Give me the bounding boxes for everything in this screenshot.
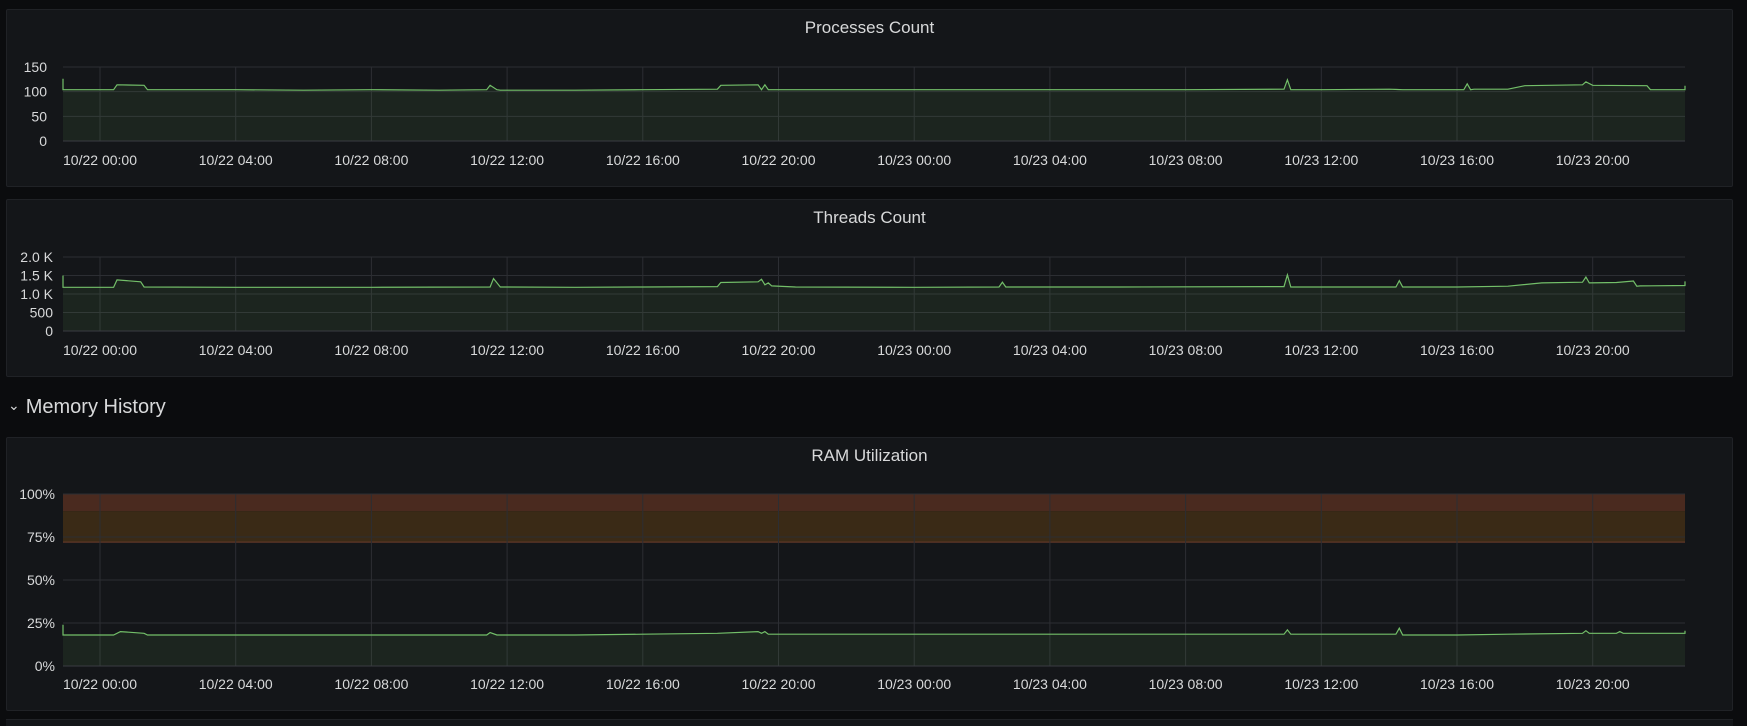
x-tick-label: 10/22 20:00 (742, 152, 816, 168)
x-tick-label: 10/22 20:00 (742, 342, 816, 358)
x-tick-label: 10/23 04:00 (1013, 676, 1087, 692)
panel-title[interactable]: RAM Utilization (811, 446, 928, 465)
x-tick-label: 10/23 00:00 (877, 152, 951, 168)
x-tick-label: 10/23 12:00 (1284, 342, 1358, 358)
processes-count-panel: Processes Count 150 100 50 0 10/22 00:00 10/2… (6, 9, 1733, 187)
x-tick-label: 10/22 12:00 (470, 152, 544, 168)
x-tick-label: 10/23 00:00 (877, 676, 951, 692)
y-tick-label: 100% (19, 486, 55, 502)
x-tick-label: 10/22 04:00 (199, 342, 273, 358)
row-title: Memory History (25, 396, 166, 418)
threshold-band (63, 511, 1685, 543)
y-tick-label: 0 (45, 323, 53, 339)
series-line (62, 77, 1686, 91)
x-tick-label: 10/22 00:00 (63, 342, 137, 358)
x-tick-label: 10/22 08:00 (334, 676, 408, 692)
y-tick-label: 50% (27, 572, 55, 588)
y-tick-label: 1.5 K (20, 268, 53, 284)
ram-utilization-panel: RAM Utilization 100% 75% 50% 25% 0% 10/22 00:… (6, 437, 1733, 711)
series-line (62, 272, 1686, 288)
panel-title[interactable]: Threads Count (813, 208, 926, 227)
x-tick-label: 10/23 20:00 (1556, 152, 1630, 168)
x-tick-label: 10/22 04:00 (199, 676, 273, 692)
x-tick-label: 10/22 16:00 (606, 342, 680, 358)
x-tick-label: 10/23 16:00 (1420, 676, 1494, 692)
y-tick-label: 25% (27, 615, 55, 631)
x-tick-label: 10/23 08:00 (1149, 342, 1223, 358)
threads-count-chart: 2.0 K 1.5 K 1.0 K 500 0 10/22 00:00 10/22 04:0… (20, 249, 1686, 358)
threads-count-panel: Threads Count 2.0 K 1.5 K 1.0 K 500 0 10/22 0… (6, 199, 1733, 377)
x-tick-label: 10/23 04:00 (1013, 152, 1087, 168)
x-tick-label: 10/23 08:00 (1149, 676, 1223, 692)
y-tick-label: 150 (24, 59, 48, 75)
x-tick-label: 10/23 08:00 (1149, 152, 1223, 168)
panel-title[interactable]: Processes Count (804, 18, 935, 37)
x-tick-label: 10/23 04:00 (1013, 342, 1087, 358)
y-tick-label: 0% (35, 658, 55, 674)
x-tick-label: 10/22 08:00 (334, 152, 408, 168)
series-area (63, 624, 1685, 666)
y-tick-label: 1.0 K (20, 286, 53, 302)
x-tick-label: 10/22 08:00 (334, 342, 408, 358)
x-tick-label: 10/22 12:00 (470, 342, 544, 358)
x-tick-label: 10/22 04:00 (199, 152, 273, 168)
x-tick-label: 10/22 00:00 (63, 152, 137, 168)
y-tick-label: 0 (39, 133, 47, 149)
x-tick-label: 10/22 16:00 (606, 676, 680, 692)
series-line (62, 624, 1686, 636)
memory-history-row-header[interactable]: ⌄ Memory History (8, 396, 166, 419)
x-tick-label: 10/23 20:00 (1556, 342, 1630, 358)
threshold-band (63, 494, 1685, 512)
x-tick-label: 10/23 16:00 (1420, 152, 1494, 168)
y-tick-label: 50 (31, 108, 47, 124)
series-area (63, 274, 1685, 331)
x-tick-label: 10/23 16:00 (1420, 342, 1494, 358)
y-tick-label: 500 (30, 305, 54, 321)
x-tick-label: 10/23 00:00 (877, 342, 951, 358)
next-panel-edge (6, 719, 1733, 726)
series-area (63, 78, 1685, 141)
chevron-down-icon[interactable]: ⌄ (8, 397, 20, 413)
x-tick-label: 10/22 00:00 (63, 676, 137, 692)
y-tick-label: 100 (24, 84, 48, 100)
x-tick-label: 10/22 16:00 (606, 152, 680, 168)
ram-utilization-chart: 100% 75% 50% 25% 0% 10/22 00:00 10/22 04:00 10/… (19, 486, 1686, 692)
x-tick-label: 10/23 20:00 (1556, 676, 1630, 692)
x-tick-label: 10/23 12:00 (1284, 152, 1358, 168)
processes-count-chart: 150 100 50 0 10/22 00:00 10/22 04:00 10/22 08:… (24, 59, 1686, 168)
y-tick-label: 75% (27, 529, 55, 545)
y-tick-label: 2.0 K (20, 249, 53, 265)
x-tick-label: 10/22 20:00 (742, 676, 816, 692)
x-tick-label: 10/22 12:00 (470, 676, 544, 692)
x-tick-label: 10/23 12:00 (1284, 676, 1358, 692)
